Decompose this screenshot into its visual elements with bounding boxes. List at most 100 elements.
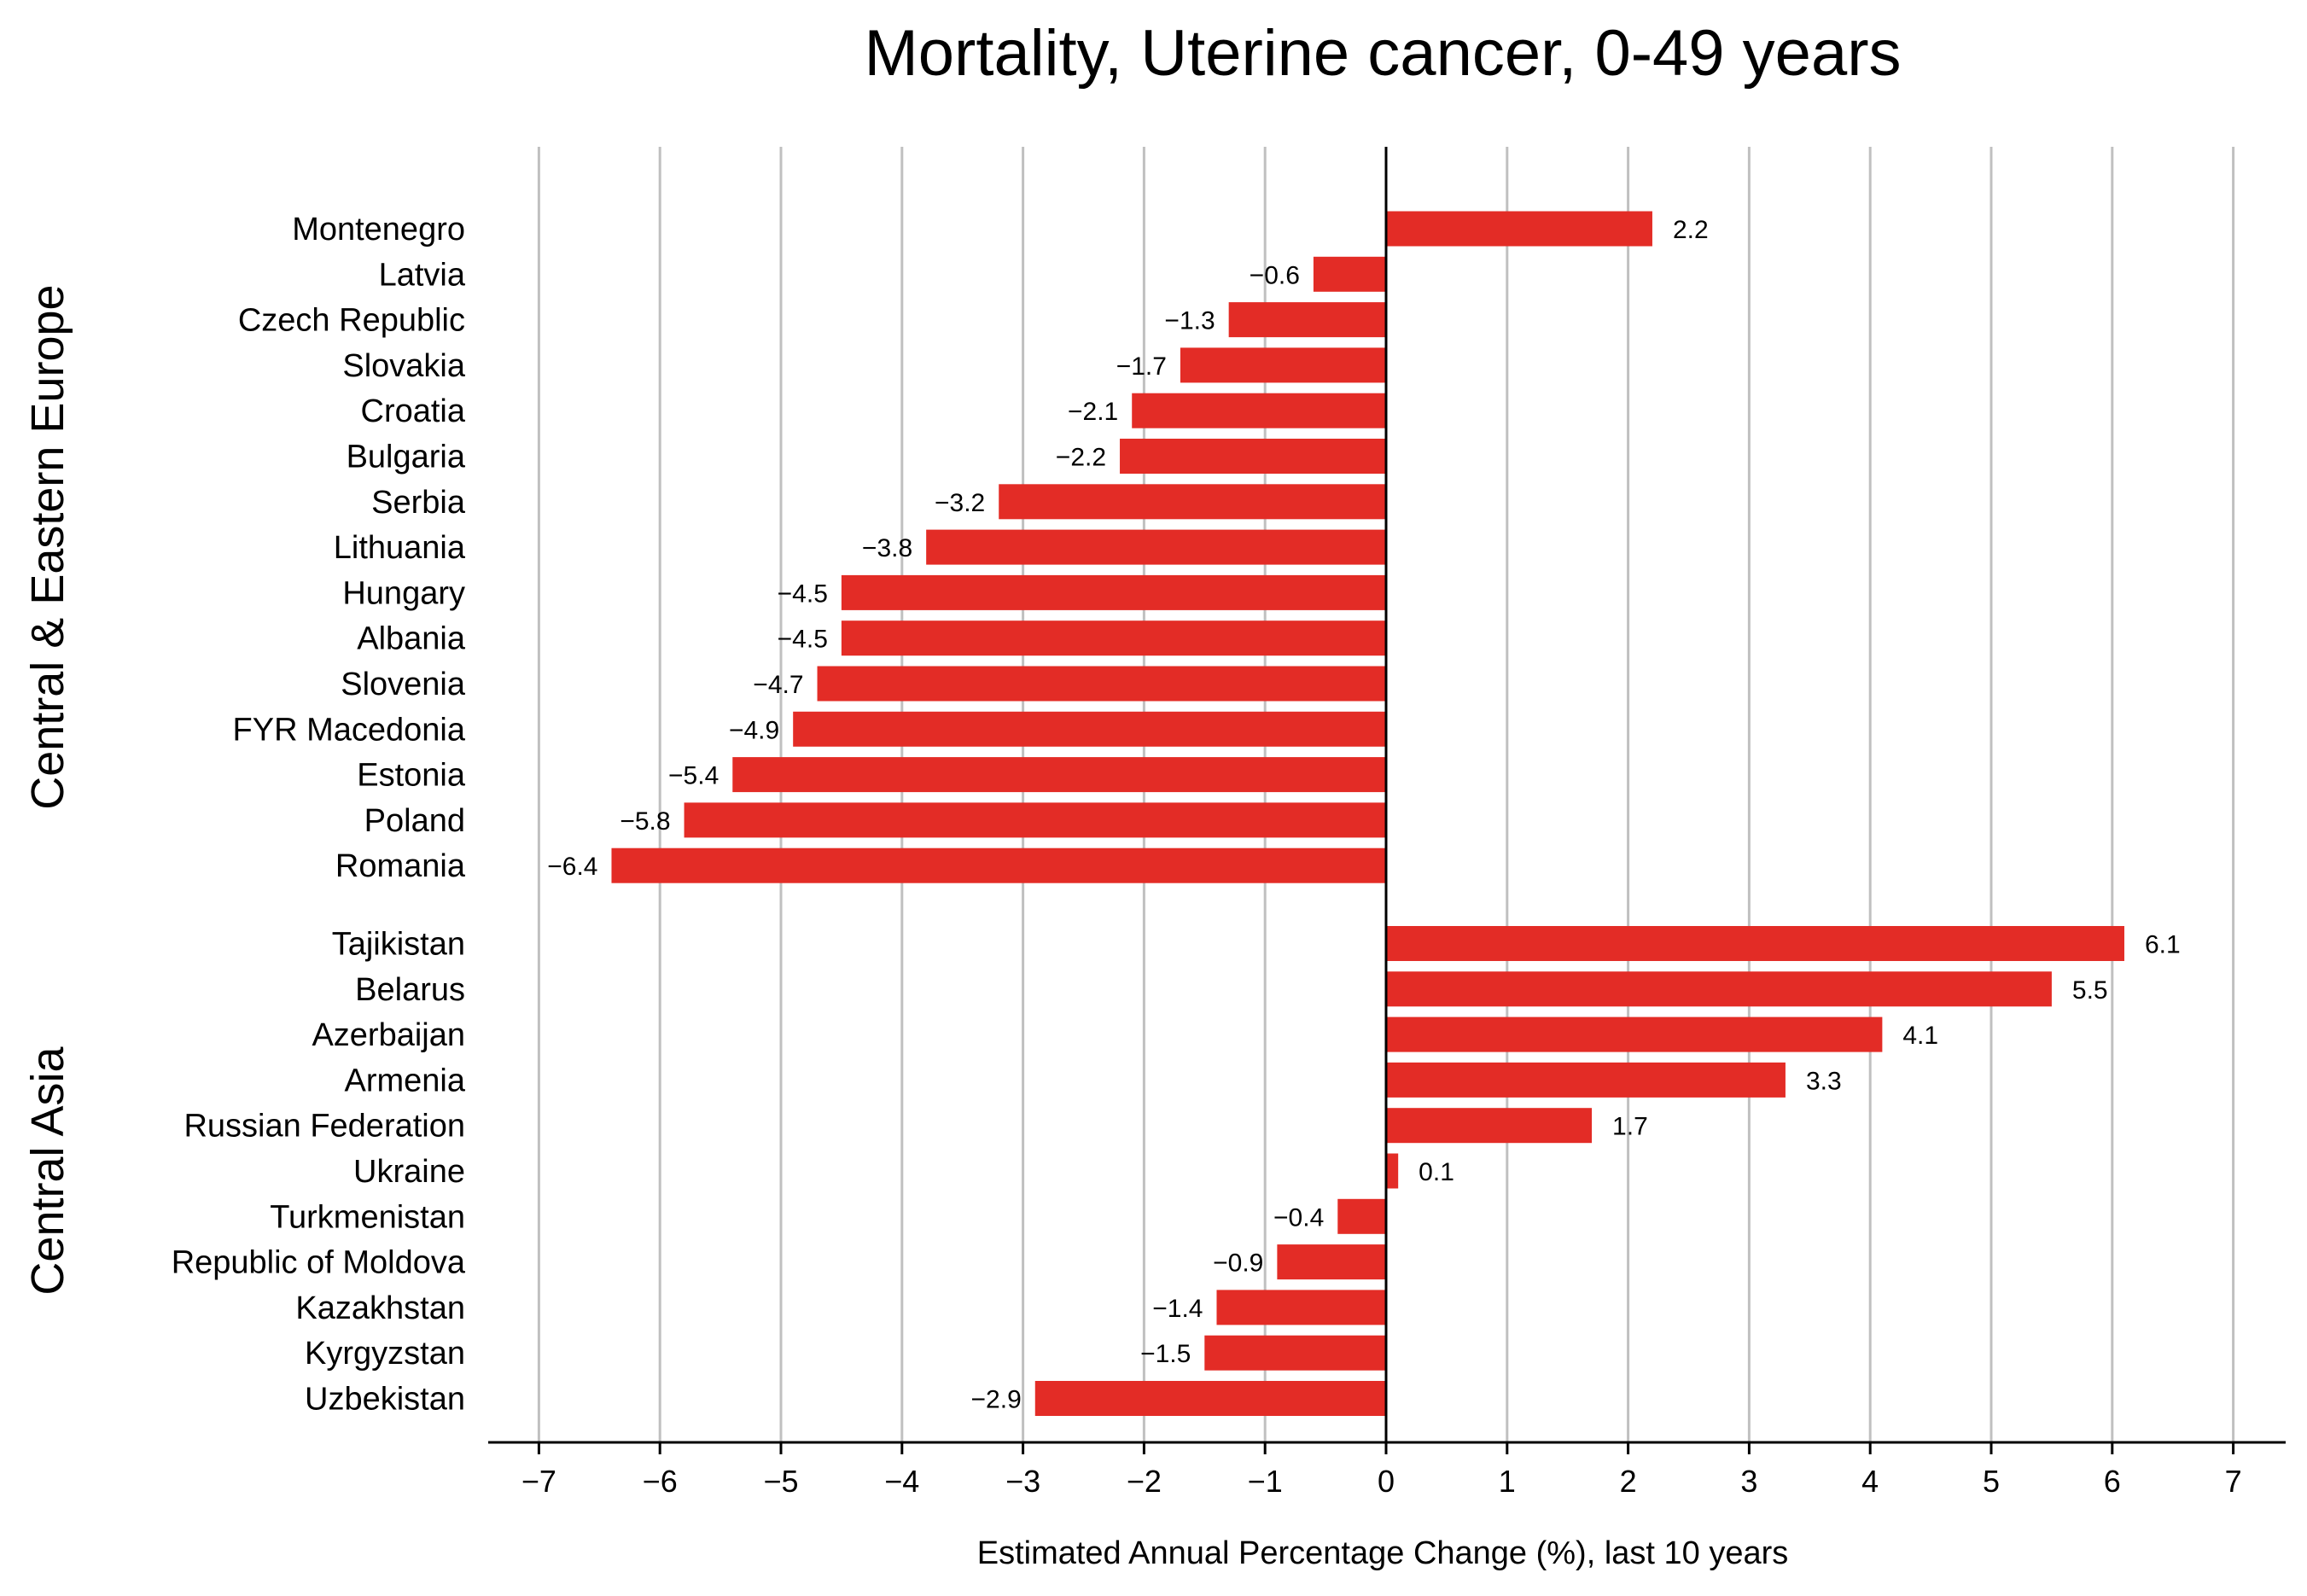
value-label: −1.3 (1164, 307, 1215, 335)
bar-albania (841, 620, 1386, 656)
category-label: Kazakhstan (295, 1290, 465, 1326)
category-label: Kyrgyzstan (305, 1336, 465, 1372)
tick-label: −2 (1127, 1464, 1162, 1499)
tick-label: −4 (884, 1464, 919, 1499)
tick-label: 4 (1861, 1464, 1879, 1499)
bar-serbia (999, 484, 1386, 520)
value-label: −0.6 (1250, 261, 1300, 289)
bar-russian-federation (1386, 1108, 1593, 1144)
group-label: Central Asia (22, 1046, 73, 1295)
value-label: 3.3 (1806, 1067, 1842, 1095)
value-label: −1.5 (1140, 1340, 1191, 1368)
gridlines (537, 147, 2235, 1442)
bar-montenegro (1386, 211, 1652, 247)
value-label: −2.2 (1056, 444, 1106, 472)
value-label: 5.5 (2072, 976, 2108, 1005)
tick-label: 3 (1740, 1464, 1757, 1499)
value-label: 4.1 (1902, 1022, 1938, 1050)
bar-uzbekistan (1034, 1381, 1386, 1416)
tick-label: −7 (521, 1464, 556, 1499)
category-label: Slovenia (341, 667, 466, 702)
tick-label: 0 (1378, 1464, 1395, 1499)
x-axis-ticks: −7 −6 −5 −4 −3 −2 −1 0 1 2 3 4 5 6 7 (521, 1442, 2242, 1499)
value-label: −3.2 (935, 489, 985, 517)
bar-kazakhstan (1216, 1290, 1386, 1325)
value-label: 2.2 (1673, 216, 1709, 244)
value-label: −5.8 (620, 807, 670, 836)
x-axis-label: Estimated Annual Percentage Change (%), … (977, 1535, 1789, 1571)
tick-label: 5 (1983, 1464, 2000, 1499)
tick-label: 7 (2225, 1464, 2242, 1499)
tick-label: 6 (2104, 1464, 2121, 1499)
category-label: Uzbekistan (305, 1382, 465, 1418)
category-label: Turkmenistan (270, 1199, 465, 1235)
category-labels: Montenegro Latvia Czech Republic Slovakia Cr… (172, 212, 466, 1418)
value-labels: 2.2 −0.6 −1.3 −1.7 −2.1 −2.2 −3.2 −3.8 −4.5 −4.5 −… (547, 216, 2180, 1414)
value-label: −4.7 (753, 671, 803, 699)
bar-tajikistan (1386, 926, 2124, 961)
bar-belarus (1386, 971, 2052, 1007)
category-label: Romania (335, 848, 466, 884)
value-label: −4.5 (778, 626, 828, 654)
bar-slovenia (817, 666, 1386, 702)
value-label: 0.1 (1419, 1158, 1454, 1186)
category-label: Slovakia (342, 348, 465, 384)
tick-label: 1 (1499, 1464, 1516, 1499)
category-label: Serbia (371, 485, 466, 521)
tick-label: −3 (1005, 1464, 1040, 1499)
category-label: Hungary (342, 575, 465, 611)
bar-fyr-macedonia (793, 711, 1386, 747)
category-label: Armenia (345, 1063, 466, 1098)
bar-estonia (732, 757, 1386, 793)
value-label: −1.4 (1152, 1295, 1203, 1323)
value-label: −1.7 (1116, 352, 1167, 381)
bar-ukraine (1386, 1153, 1399, 1189)
bar-republic-of-moldova (1277, 1244, 1386, 1280)
category-label: Czech Republic (238, 303, 465, 339)
value-label: −0.4 (1273, 1203, 1324, 1232)
group-labels: Central & Eastern Europe Central Asia (22, 284, 73, 1295)
bar-azerbaijan (1386, 1016, 1883, 1052)
bars (611, 211, 2124, 1416)
tick-label: 2 (1620, 1464, 1637, 1499)
bar-poland (684, 802, 1386, 838)
bar-croatia (1132, 393, 1386, 428)
category-label: Belarus (355, 972, 465, 1008)
value-label: 1.7 (1612, 1113, 1648, 1141)
bar-turkmenistan (1337, 1198, 1386, 1234)
bar-romania (611, 848, 1386, 883)
bar-bulgaria (1120, 439, 1386, 474)
category-label: Albania (357, 621, 466, 657)
category-label: Montenegro (292, 212, 465, 248)
category-label: Ukraine (353, 1154, 465, 1190)
category-label: Azerbaijan (312, 1017, 465, 1053)
category-label: Republic of Moldova (172, 1245, 466, 1281)
tick-label: −6 (643, 1464, 678, 1499)
chart-title: Mortality, Uterine cancer, 0-49 years (864, 17, 1901, 90)
tick-label: −5 (763, 1464, 798, 1499)
bar-armenia (1386, 1062, 1786, 1098)
category-label: Bulgaria (347, 440, 466, 475)
category-label: Latvia (379, 257, 466, 293)
category-label: Lithuania (334, 530, 466, 566)
value-label: −4.5 (778, 580, 828, 608)
bar-lithuania (926, 529, 1386, 565)
category-label: Croatia (361, 393, 466, 429)
bar-czech-republic (1228, 302, 1386, 338)
bar-latvia (1313, 256, 1386, 292)
category-label: Estonia (357, 758, 466, 794)
bar-slovakia (1180, 347, 1386, 383)
category-label: Russian Federation (184, 1109, 465, 1145)
bar-kyrgyzstan (1204, 1335, 1386, 1371)
value-label: −4.9 (729, 716, 779, 744)
tick-label: −1 (1248, 1464, 1283, 1499)
value-label: −0.9 (1213, 1249, 1263, 1278)
category-label: Poland (364, 803, 465, 839)
category-label: FYR Macedonia (233, 712, 466, 748)
category-label: Tajikistan (332, 927, 465, 963)
value-label: −5.4 (668, 762, 719, 790)
value-label: −2.9 (971, 1386, 1022, 1414)
value-label: −6.4 (547, 853, 597, 881)
bar-hungary (841, 574, 1386, 610)
